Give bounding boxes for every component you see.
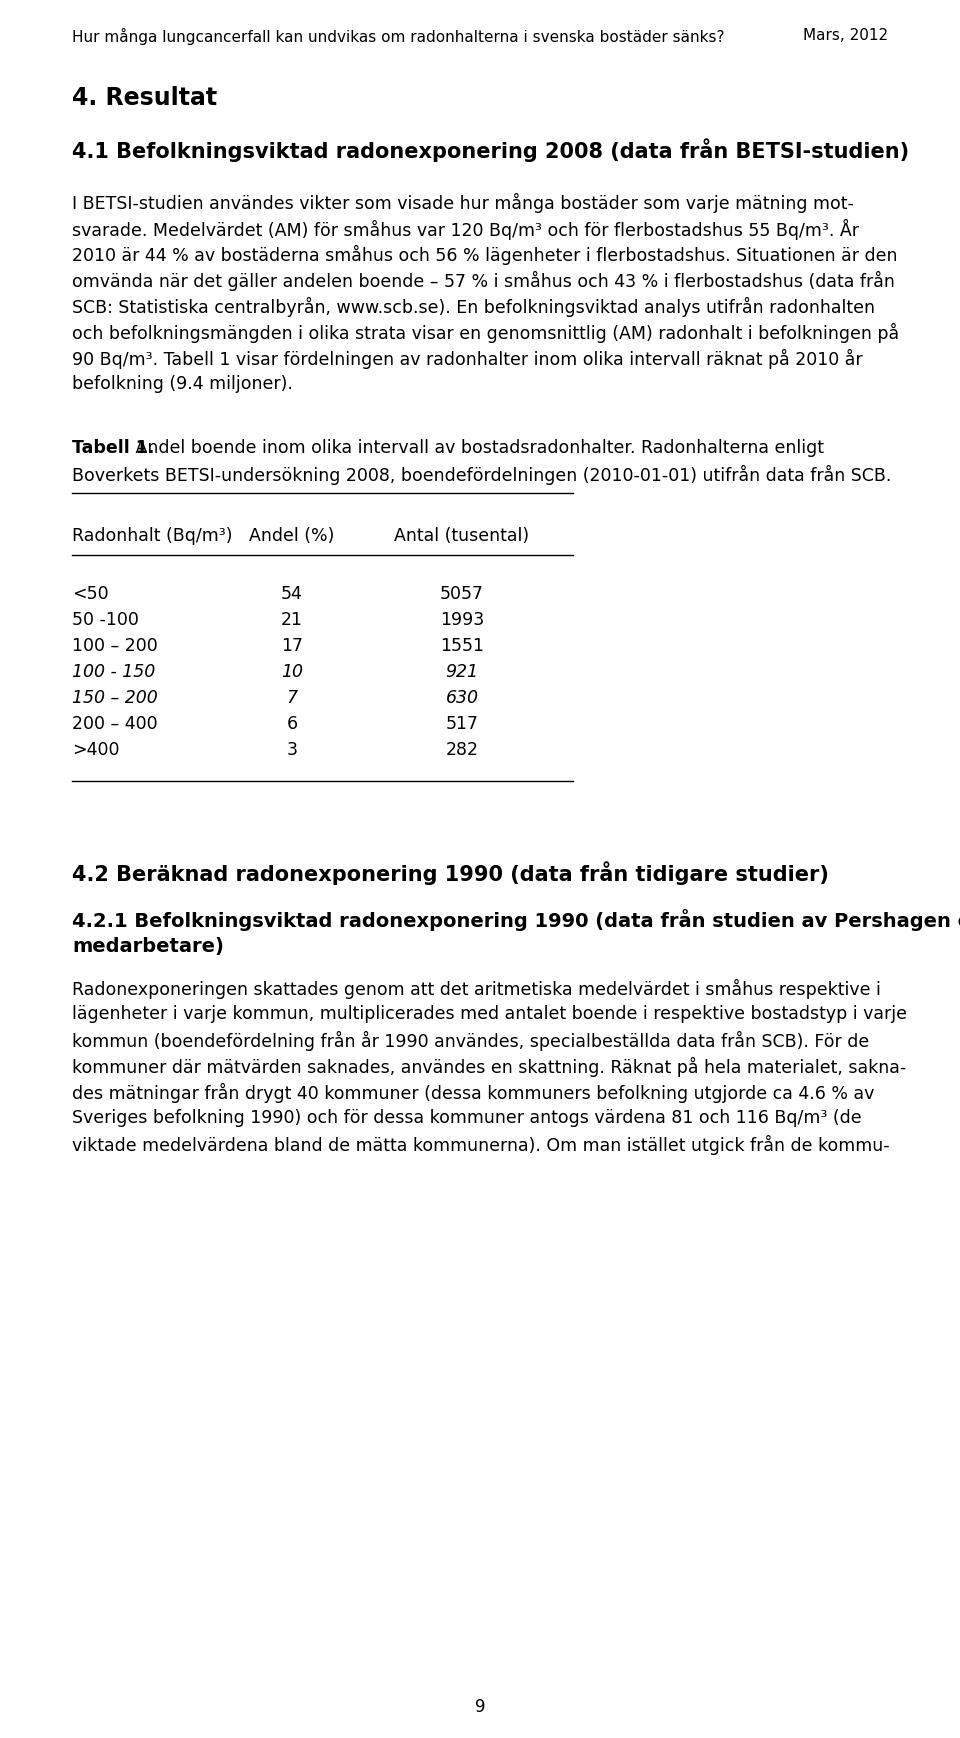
Text: Andel boende inom olika intervall av bostadsradonhalter. Radonhalterna enligt: Andel boende inom olika intervall av bos… xyxy=(130,440,824,457)
Text: omvända när det gäller andelen boende – 57 % i småhus och 43 % i flerbostadshus : omvända när det gäller andelen boende – … xyxy=(72,271,895,290)
Text: kommuner där mätvärden saknades, användes en skattning. Räknat på hela materiale: kommuner där mätvärden saknades, använde… xyxy=(72,1057,906,1078)
Text: Radonhalt (Bq/m³): Radonhalt (Bq/m³) xyxy=(72,527,232,546)
Text: 2010 är 44 % av bostäderna småhus och 56 % lägenheter i flerbostadshus. Situatio: 2010 är 44 % av bostäderna småhus och 56… xyxy=(72,245,898,266)
Text: 9: 9 xyxy=(475,1698,485,1715)
Text: kommun (boendefördelning från år 1990 användes, specialbeställda data från SCB).: kommun (boendefördelning från år 1990 an… xyxy=(72,1031,869,1051)
Text: 630: 630 xyxy=(445,688,478,707)
Text: 50 -100: 50 -100 xyxy=(72,612,139,629)
Text: SCB: Statistiska centralbyrån, www.scb.se). En befolkningsviktad analys utifrån : SCB: Statistiska centralbyrån, www.scb.s… xyxy=(72,297,875,316)
Text: 5057: 5057 xyxy=(440,586,484,603)
Text: Andel (%): Andel (%) xyxy=(250,527,335,546)
Text: Tabell 1.: Tabell 1. xyxy=(72,440,155,457)
Text: 4. Resultat: 4. Resultat xyxy=(72,85,217,109)
Text: Antal (tusental): Antal (tusental) xyxy=(395,527,530,546)
Text: Mars, 2012: Mars, 2012 xyxy=(803,28,888,43)
Text: <50: <50 xyxy=(72,586,108,603)
Text: 4.2.1 Befolkningsviktad radonexponering 1990 (data från studien av Pershagen och: 4.2.1 Befolkningsviktad radonexponering … xyxy=(72,909,960,932)
Text: I BETSI-studien användes vikter som visade hur många bostäder som varje mätning : I BETSI-studien användes vikter som visa… xyxy=(72,193,853,214)
Text: 7: 7 xyxy=(286,688,298,707)
Text: och befolkningsmängden i olika strata visar en genomsnittlig (AM) radonhalt i be: och befolkningsmängden i olika strata vi… xyxy=(72,323,900,342)
Text: 200 – 400: 200 – 400 xyxy=(72,714,157,733)
Text: 4.2 Beräknad radonexponering 1990 (data från tidigare studier): 4.2 Beräknad radonexponering 1990 (data … xyxy=(72,860,828,885)
Text: 100 – 200: 100 – 200 xyxy=(72,638,157,655)
Text: svarade. Medelvärdet (AM) för småhus var 120 Bq/m³ och för flerbostadshus 55 Bq/: svarade. Medelvärdet (AM) för småhus var… xyxy=(72,219,859,240)
Text: 100 - 150: 100 - 150 xyxy=(72,662,156,681)
Text: 1551: 1551 xyxy=(440,638,484,655)
Text: 6: 6 xyxy=(286,714,298,733)
Text: 921: 921 xyxy=(445,662,478,681)
Text: >400: >400 xyxy=(72,740,119,760)
Text: 17: 17 xyxy=(281,638,303,655)
Text: des mätningar från drygt 40 kommuner (dessa kommuners befolkning utgjorde ca 4.6: des mätningar från drygt 40 kommuner (de… xyxy=(72,1083,875,1104)
Text: lägenheter i varje kommun, multiplicerades med antalet boende i respektive bosta: lägenheter i varje kommun, multiplicerad… xyxy=(72,1005,907,1024)
Text: 1993: 1993 xyxy=(440,612,484,629)
Text: Hur många lungcancerfall kan undvikas om radonhalterna i svenska bostäder sänks?: Hur många lungcancerfall kan undvikas om… xyxy=(72,28,725,45)
Text: 3: 3 xyxy=(286,740,298,760)
Text: 10: 10 xyxy=(281,662,303,681)
Text: Sveriges befolkning 1990) och för dessa kommuner antogs värdena 81 och 116 Bq/m³: Sveriges befolkning 1990) och för dessa … xyxy=(72,1109,862,1126)
Text: viktade medelvärdena bland de mätta kommunerna). Om man istället utgick från de : viktade medelvärdena bland de mätta komm… xyxy=(72,1135,890,1156)
Text: 282: 282 xyxy=(445,740,478,760)
Text: Boverkets BETSI-undersökning 2008, boendefördelningen (2010-01-01) utifrån data : Boverkets BETSI-undersökning 2008, boend… xyxy=(72,466,892,485)
Text: befolkning (9.4 miljoner).: befolkning (9.4 miljoner). xyxy=(72,375,293,393)
Text: 150 – 200: 150 – 200 xyxy=(72,688,157,707)
Text: 54: 54 xyxy=(281,586,303,603)
Text: 4.1 Befolkningsviktad radonexponering 2008 (data från BETSI-studien): 4.1 Befolkningsviktad radonexponering 20… xyxy=(72,137,909,162)
Text: Radonexponeringen skattades genom att det aritmetiska medelvärdet i småhus respe: Radonexponeringen skattades genom att de… xyxy=(72,978,881,999)
Text: medarbetare): medarbetare) xyxy=(72,937,224,956)
Text: 90 Bq/m³. Tabell 1 visar fördelningen av radonhalter inom olika intervall räknat: 90 Bq/m³. Tabell 1 visar fördelningen av… xyxy=(72,349,863,368)
Text: 21: 21 xyxy=(281,612,303,629)
Text: 517: 517 xyxy=(445,714,478,733)
